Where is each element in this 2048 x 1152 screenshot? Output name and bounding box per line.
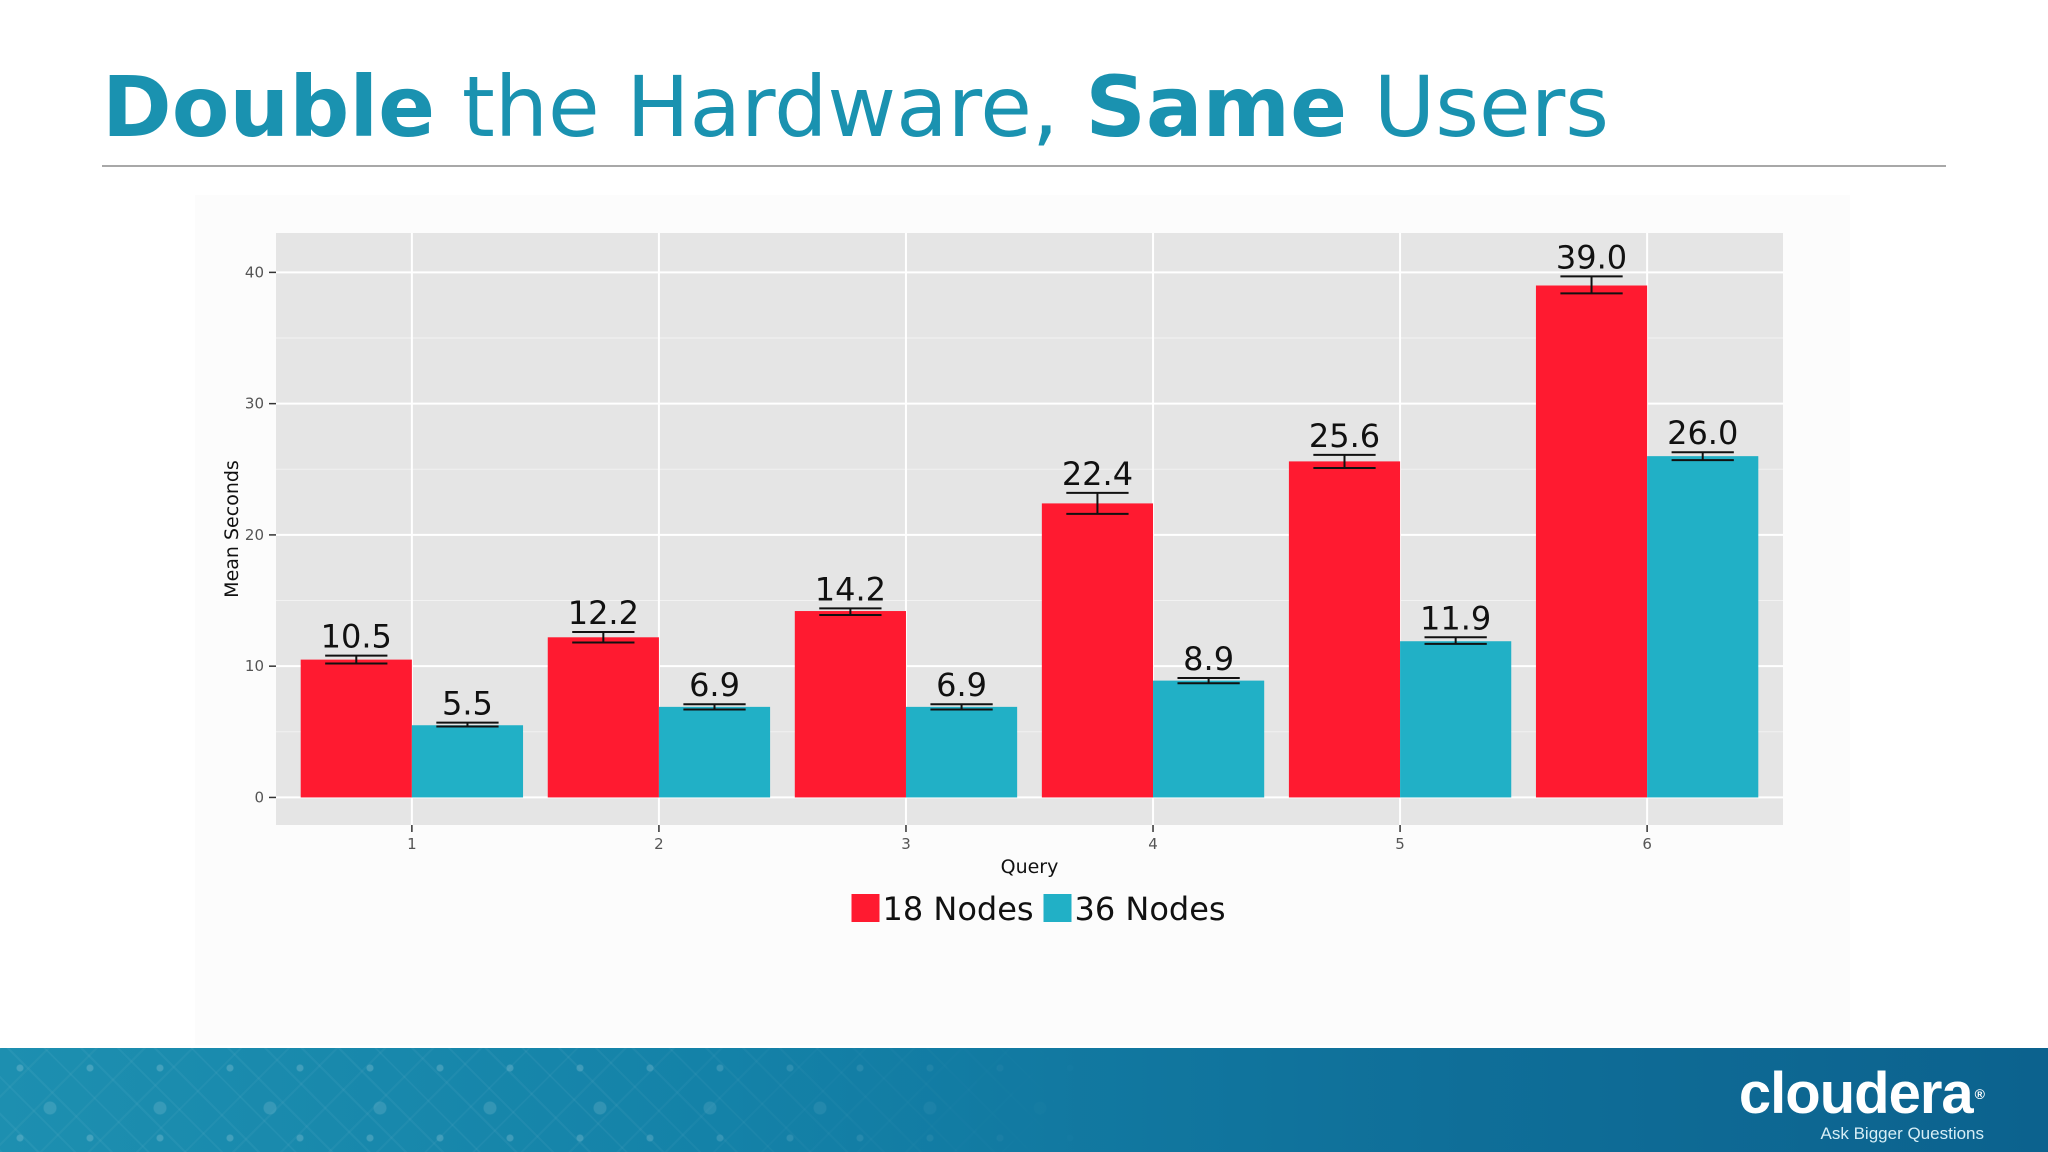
title-bold-same: Same	[1085, 58, 1348, 156]
cloudera-logo: cloudera ® Ask Bigger Questions	[1738, 1061, 1985, 1144]
footer-band: cloudera ® Ask Bigger Questions	[0, 1048, 2048, 1152]
title-bold-double: Double	[102, 58, 436, 156]
data-label: 26.0	[1667, 414, 1738, 452]
data-label: 25.6	[1309, 417, 1380, 455]
logo-tagline: Ask Bigger Questions	[1820, 1124, 1984, 1143]
legend-swatch	[1043, 894, 1072, 922]
data-label: 8.9	[1183, 640, 1234, 678]
logo-word-text: cloudera	[1738, 1061, 1974, 1126]
y-axis-title: Mean Seconds	[221, 460, 243, 598]
data-label: 6.9	[936, 666, 987, 704]
bar	[905, 706, 1018, 798]
bar	[1400, 641, 1512, 798]
data-label: 5.5	[442, 685, 493, 723]
data-label: 39.0	[1556, 238, 1627, 276]
chart-area: 10.5 12.2 14.2 22.4 25.6 39.0 5.5 6.9 6.9 8.9 11.9…	[195, 195, 1850, 1045]
bar	[1153, 680, 1265, 798]
legend-swatch	[851, 894, 880, 922]
bar	[1288, 461, 1401, 798]
title-text-users: Users	[1347, 58, 1609, 156]
footer-pattern	[0, 1048, 1100, 1152]
data-label: 14.2	[815, 570, 886, 608]
title-text-hardware: the Hardware,	[435, 58, 1086, 156]
bar	[300, 659, 412, 798]
x-tick-label: 6	[1642, 835, 1652, 853]
bar	[1041, 503, 1154, 798]
y-tick-label: 40	[245, 263, 264, 281]
x-tick-label: 4	[1148, 835, 1158, 853]
bar	[547, 637, 659, 798]
data-label: 6.9	[689, 666, 740, 704]
x-tick-label: 1	[407, 835, 417, 853]
x-tick-label: 5	[1395, 835, 1405, 853]
slide-title: Double the Hardware, Same Users	[102, 52, 1609, 162]
bar-chart: 10.5 12.2 14.2 22.4 25.6 39.0 5.5 6.9 6.9 8.9 11.9…	[221, 233, 1783, 928]
y-tick-label: 20	[245, 526, 264, 544]
data-label: 10.5	[321, 618, 392, 656]
data-label: 12.2	[568, 594, 639, 632]
data-label: 22.4	[1062, 455, 1133, 493]
bar	[1647, 456, 1759, 798]
x-tick-label: 2	[654, 835, 664, 853]
bar	[658, 706, 771, 798]
logo-registered-mark: ®	[1974, 1086, 1985, 1102]
legend-label: 36 Nodes	[1075, 890, 1226, 928]
logo-wordmark: cloudera ®	[1738, 1061, 1985, 1126]
plot-panel	[276, 233, 1783, 825]
x-tick-label: 3	[901, 835, 911, 853]
bar	[1535, 285, 1648, 798]
bar	[794, 611, 906, 798]
title-divider	[102, 165, 1946, 167]
legend-label: 18 Nodes	[883, 890, 1034, 928]
y-tick-label: 0	[254, 788, 264, 806]
bar	[411, 725, 524, 798]
x-axis-title: Query	[1001, 856, 1059, 878]
y-tick-label: 30	[245, 395, 264, 413]
data-label: 11.9	[1420, 599, 1491, 637]
y-tick-label: 10	[245, 657, 264, 675]
